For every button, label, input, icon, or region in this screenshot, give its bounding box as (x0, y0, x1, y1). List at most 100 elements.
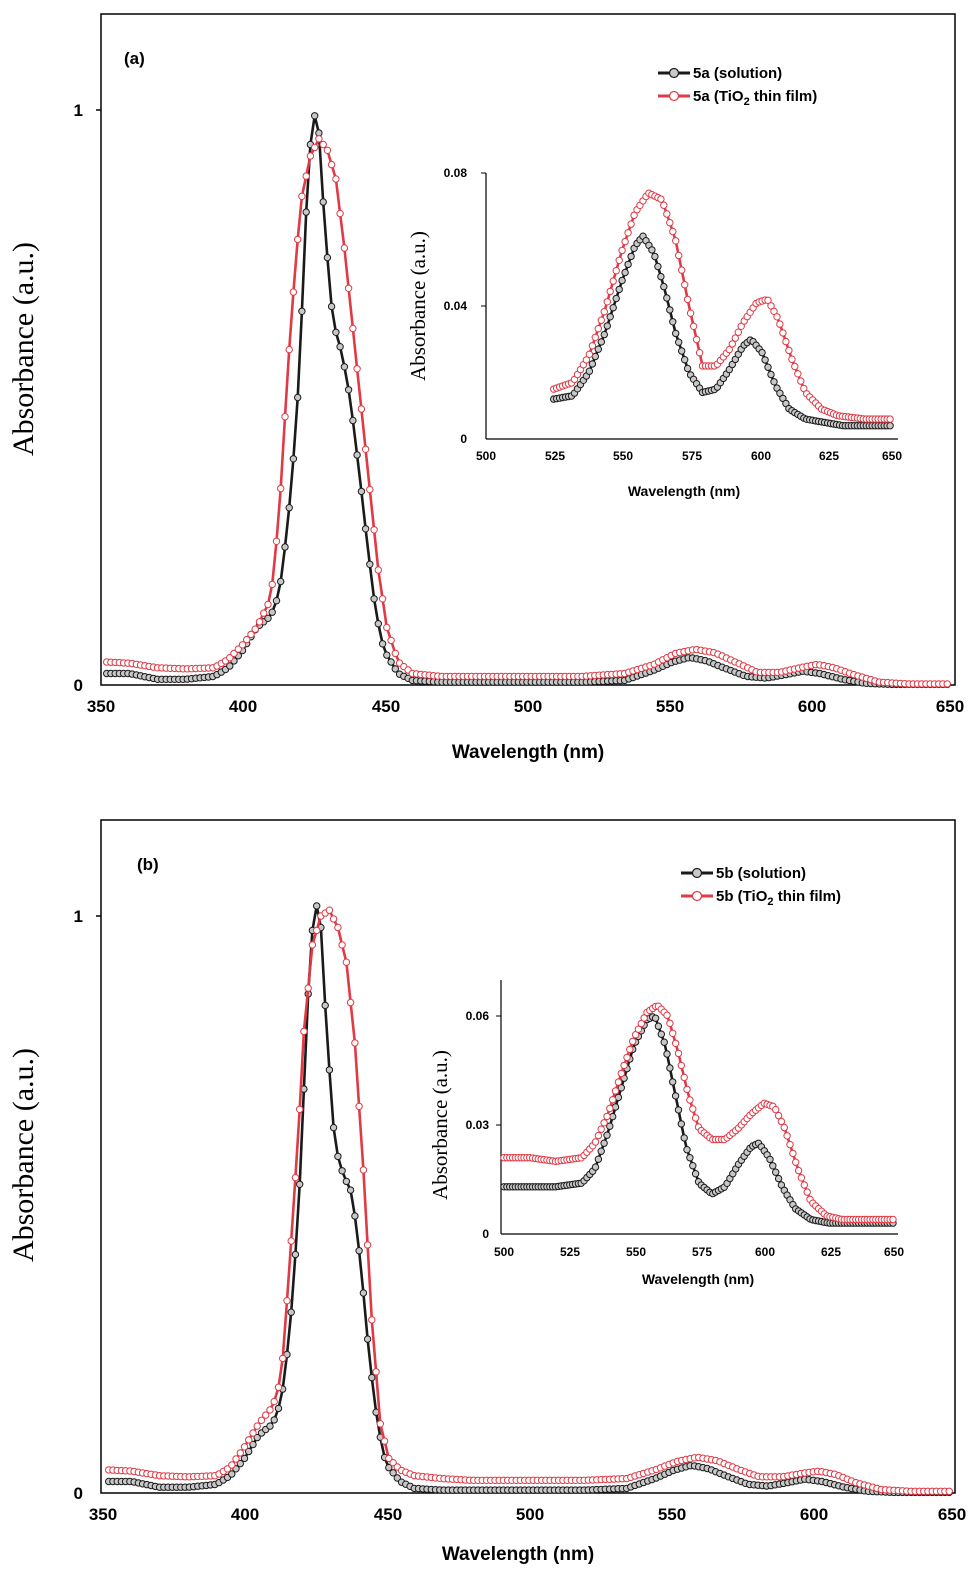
plot-area-a (103, 112, 951, 689)
data-point-5b-solution (393, 1474, 401, 1482)
x-tick-label: 600 (800, 1505, 828, 1524)
data-point-5a-tio2-thin-film (773, 313, 781, 321)
data-point-5a-tio2-thin-film (785, 346, 793, 355)
data-point-5b-tio2-thin-film (591, 1138, 600, 1146)
data-point-5a-solution (654, 262, 662, 271)
data-point-5a-tio2-thin-film (734, 328, 742, 336)
inset-y-axis-label-a: Absorbance (a.u.) (406, 231, 430, 381)
data-point-5a-solution (332, 328, 340, 336)
inset-x-tick-label: 575 (692, 1245, 712, 1259)
data-point-5b-tio2-thin-film (803, 1188, 811, 1196)
data-point-5b-solution (249, 1440, 257, 1449)
data-point-5b-solution (296, 1180, 304, 1189)
data-point-5b-tio2-thin-film (376, 1420, 384, 1428)
y-tick-label: 0 (74, 676, 83, 695)
data-point-5b-tio2-thin-film (640, 1014, 648, 1022)
data-point-5b-tio2-thin-film (240, 1443, 249, 1451)
x-tick-label: 550 (658, 1505, 686, 1524)
data-point-5b-solution (228, 1470, 236, 1478)
data-point-5a-solution (340, 363, 349, 371)
data-point-5a-solution (272, 597, 281, 605)
data-point-5b-solution (266, 1422, 274, 1430)
data-point-5a-tio2-thin-film (788, 355, 796, 363)
data-point-5a-solution (612, 294, 620, 303)
data-point-5a-tio2-thin-film (615, 256, 623, 264)
data-point-5a-tio2-thin-film (251, 625, 259, 633)
data-point-5b-solution (245, 1447, 253, 1456)
data-point-5b-solution (355, 1247, 363, 1255)
data-point-5a-tio2-thin-film (630, 211, 638, 220)
data-point-5b-tio2-thin-film (266, 1406, 274, 1414)
data-point-5b-solution (240, 1454, 249, 1463)
x-axis-label-b: Wavelength (nm) (442, 1544, 594, 1565)
data-point-5a-solution (669, 318, 677, 326)
inset-background-a (486, 173, 898, 439)
data-point-5a-tio2-thin-film (306, 152, 315, 160)
data-point-5b-solution (368, 1373, 376, 1382)
data-point-5a-tio2-thin-film (594, 325, 602, 333)
data-point-5b-solution (657, 1030, 665, 1038)
data-point-5b-tio2-thin-film (385, 1454, 393, 1463)
data-point-5b-tio2-thin-film (686, 1096, 694, 1104)
data-point-5b-tio2-thin-film (629, 1037, 637, 1046)
data-point-5a-tio2-thin-film (387, 636, 395, 645)
data-point-5b-solution (772, 1168, 780, 1176)
legend-marker-film-b (691, 890, 703, 902)
data-point-5b-tio2-thin-film (232, 1455, 240, 1463)
data-point-5a-solution (319, 198, 327, 206)
data-point-5a-tio2-thin-film (285, 345, 293, 354)
data-point-5b-solution (766, 1155, 774, 1164)
data-point-5a-tio2-thin-film (797, 377, 805, 385)
data-point-5b-solution (617, 1084, 625, 1092)
data-point-5b-solution (651, 1014, 660, 1022)
data-point-5b-tio2-thin-film (300, 1027, 308, 1036)
y-axis-label-b: Absorbance (a.u.) (7, 1048, 40, 1262)
data-point-5b-solution (346, 1186, 355, 1194)
data-point-5b-tio2-thin-film (800, 1181, 808, 1189)
data-point-5a-solution (621, 268, 629, 277)
data-point-5b-tio2-thin-film (666, 1019, 674, 1027)
data-point-5a-solution (609, 304, 617, 312)
data-point-5a-solution (585, 367, 594, 375)
data-point-5b-solution (666, 1064, 674, 1072)
data-point-5a-solution (606, 313, 614, 321)
data-point-5b-solution (359, 1289, 368, 1297)
data-point-5b-tio2-thin-film (279, 1354, 287, 1363)
data-point-5b-solution (654, 1022, 663, 1030)
data-point-5b-tio2-thin-film (342, 958, 351, 966)
data-point-5a-tio2-thin-film (344, 284, 353, 292)
inset-y-tick-label: 0 (460, 432, 467, 446)
data-point-5b-tio2-thin-film (351, 1039, 359, 1047)
y-axis-label-a: Absorbance (a.u.) (7, 242, 40, 456)
data-point-5b-tio2-thin-film (257, 1416, 266, 1425)
data-point-5b-tio2-thin-film (680, 1073, 688, 1082)
data-point-5b-tio2-thin-film (609, 1096, 617, 1104)
data-point-5a-tio2-thin-film (315, 135, 323, 143)
inset-x-tick-label: 550 (613, 449, 633, 463)
data-point-5b-tio2-thin-film (786, 1140, 794, 1149)
data-point-5b-tio2-thin-film (363, 1241, 372, 1249)
data-point-5b-solution (660, 1038, 668, 1046)
data-point-5b-tio2-thin-film (611, 1087, 620, 1095)
data-point-5a-solution (226, 662, 234, 670)
x-tick-label: 450 (374, 1505, 402, 1524)
data-point-5a-solution (294, 393, 302, 402)
inset-y-tick-label: 0.04 (444, 299, 468, 313)
data-point-5b-solution (671, 1092, 680, 1100)
data-point-5a-solution (588, 360, 597, 368)
data-point-5a-tio2-thin-film (370, 526, 378, 534)
data-point-5b-tio2-thin-film (262, 1411, 270, 1419)
data-point-5b-solution (291, 1250, 300, 1259)
legend-label-film-a: 5a (TiO2 thin film) (693, 88, 817, 108)
data-point-5a-solution (618, 276, 626, 285)
data-point-5a-solution (761, 356, 769, 364)
data-point-5b-tio2-thin-film (372, 1368, 380, 1376)
x-tick-label: 400 (231, 1505, 259, 1524)
data-point-5a-tio2-thin-film (770, 307, 778, 315)
x-tick-label: 350 (89, 1505, 117, 1524)
data-point-5a-solution (597, 338, 605, 346)
inset-x-tick-label: 500 (494, 1245, 514, 1259)
data-point-5a-tio2-thin-film (588, 342, 597, 350)
data-point-5a-solution (660, 282, 668, 291)
data-point-5a-tio2-thin-film (621, 237, 629, 246)
